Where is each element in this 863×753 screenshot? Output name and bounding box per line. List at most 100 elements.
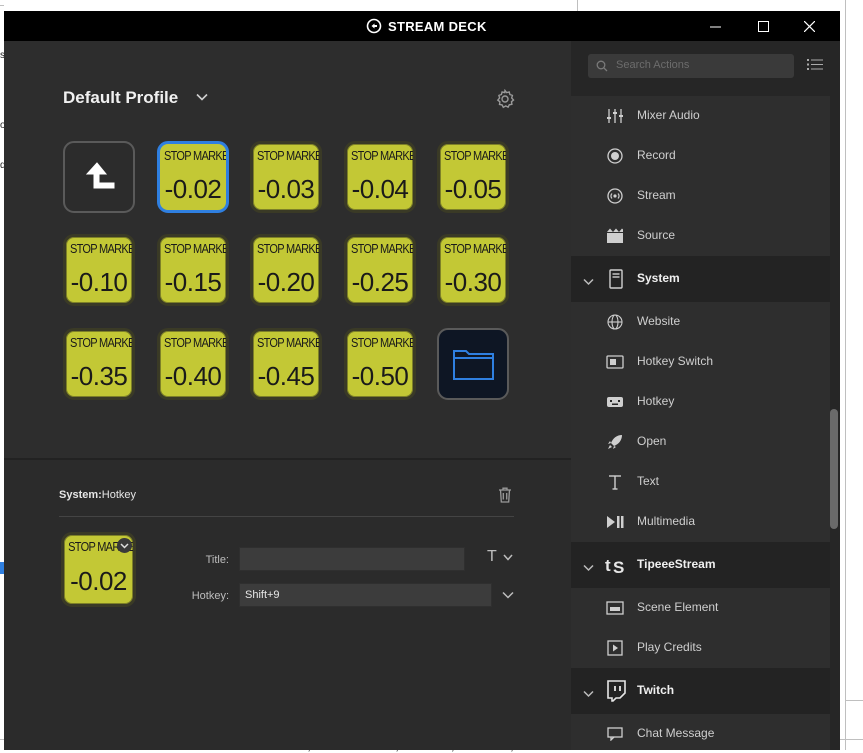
stream-deck-window: STREAM DECK Default Profile STOP MARKET -… — [4, 11, 840, 750]
key-label: STOP MARKET — [68, 540, 136, 554]
category-label: System — [637, 271, 680, 285]
action-key[interactable]: STOP MARKET -0.40 — [157, 328, 229, 400]
action-label: Scene Element — [637, 600, 719, 614]
key-label: STOP MARKET — [256, 242, 322, 256]
sidebar-scrollbar[interactable] — [830, 409, 838, 529]
action-key[interactable]: STOP MARKET -0.35 — [63, 328, 135, 400]
hotkey-switch-icon — [606, 353, 624, 371]
source-icon — [606, 227, 624, 245]
folder-key[interactable] — [437, 328, 509, 400]
key-label: STOP MARKET — [256, 149, 322, 163]
chevron-down-icon — [583, 559, 594, 577]
actions-list: Mixer Audio Record Stream Source System Websi… — [571, 96, 830, 750]
gear-icon[interactable] — [495, 89, 515, 109]
search-input[interactable]: Search Actions — [588, 54, 794, 78]
close-button[interactable] — [786, 11, 832, 41]
action-key[interactable]: STOP MARKET -0.04 — [344, 141, 416, 213]
back-arrow-icon — [85, 162, 115, 189]
action-label: Hotkey Switch — [637, 354, 714, 368]
svg-text:t: t — [605, 556, 611, 575]
category-system[interactable]: System — [571, 256, 830, 302]
play-credits-icon — [606, 639, 624, 657]
action-item-record[interactable]: Record — [571, 136, 830, 176]
key-label: STOP MARKET — [350, 336, 416, 350]
action-item-mixer-audio[interactable]: Mixer Audio — [571, 96, 830, 136]
title-input[interactable] — [239, 547, 465, 571]
key-label: STOP MARKET — [350, 242, 416, 256]
background-letter: s — [0, 50, 5, 61]
action-item-multimedia[interactable]: Multimedia — [571, 502, 830, 542]
rocket-icon — [606, 433, 624, 451]
key-value: -0.05 — [444, 174, 502, 204]
hotkey-input[interactable]: Shift+9 — [239, 583, 492, 607]
chevron-down-icon[interactable] — [502, 591, 514, 599]
action-label: Play Credits — [637, 640, 702, 654]
action-item-stream[interactable]: Stream — [571, 176, 830, 216]
action-label: Hotkey — [637, 394, 675, 408]
key-value: -0.40 — [164, 361, 222, 391]
action-label: Multimedia — [637, 514, 696, 528]
action-item-website[interactable]: Website — [571, 302, 830, 342]
svg-text:S: S — [613, 558, 624, 576]
action-item-scene-element[interactable]: Scene Element — [571, 588, 830, 628]
key-label: STOP MARKET — [443, 149, 509, 163]
action-label: Mixer Audio — [637, 108, 700, 122]
action-label: Open — [637, 434, 667, 448]
category-tipeeestream[interactable]: t S TipeeeStream — [571, 542, 830, 588]
key-label: STOP MARKET — [163, 149, 229, 163]
actions-sidebar: Search Actions Mixer Audio Record Stream So… — [571, 41, 840, 750]
text-format-icon: T — [487, 548, 497, 565]
action-key[interactable]: STOP MARKET -0.20 — [250, 234, 322, 306]
action-item-hotkey-switch[interactable]: Hotkey Switch — [571, 342, 830, 382]
property-inspector: System:Hotkey STOP MARKET -0.02 — [4, 460, 571, 750]
action-key[interactable]: STOP MARKET -0.03 — [250, 141, 322, 213]
chevron-down-icon — [583, 273, 594, 291]
action-label: Source — [637, 228, 676, 242]
background-letter: d — [0, 160, 6, 171]
action-item-text[interactable]: Text — [571, 462, 830, 502]
key-value: -0.02 — [70, 566, 127, 596]
key-value: -0.15 — [164, 267, 222, 297]
action-item-open[interactable]: Open — [571, 422, 830, 462]
action-label: Record — [637, 148, 676, 162]
maximize-button[interactable] — [740, 11, 786, 41]
action-item-hotkey[interactable]: Hotkey — [571, 382, 830, 422]
action-item-play-credits[interactable]: Play Credits — [571, 628, 830, 668]
property-action: Hotkey — [101, 489, 137, 501]
action-label: Chat Message — [637, 726, 715, 740]
scene-element-icon — [606, 599, 624, 617]
chevron-down-icon — [503, 554, 513, 561]
back-key[interactable] — [63, 141, 135, 213]
action-label: Text — [637, 474, 660, 488]
search-icon — [596, 60, 608, 72]
chevron-down-icon[interactable] — [196, 93, 208, 101]
action-key[interactable]: STOP MARKET -0.45 — [250, 328, 322, 400]
key-value: -0.35 — [70, 361, 128, 391]
globe-icon — [606, 313, 624, 331]
action-key[interactable]: STOP MARKET -0.02 — [157, 141, 229, 213]
action-key[interactable]: STOP MARKET -0.15 — [157, 234, 229, 306]
key-value: -0.02 — [164, 174, 222, 204]
action-key[interactable]: STOP MARKET -0.05 — [437, 141, 509, 213]
action-key[interactable]: STOP MARKET -0.30 — [437, 234, 509, 306]
action-item-chat-message[interactable]: Chat Message — [571, 714, 830, 750]
title-type-button[interactable]: T — [485, 548, 515, 568]
category-twitch[interactable]: Twitch — [571, 668, 830, 714]
profile-selector[interactable]: Default Profile — [63, 88, 179, 107]
title-bar: STREAM DECK — [4, 11, 840, 41]
key-value: -0.03 — [257, 174, 315, 204]
action-label: Stream — [637, 188, 676, 202]
state-dropdown-icon[interactable] — [116, 537, 133, 554]
action-label: Website — [637, 314, 681, 328]
action-item-source[interactable]: Source — [571, 216, 830, 256]
trash-icon[interactable] — [498, 487, 512, 503]
list-view-icon[interactable] — [807, 58, 823, 71]
key-value: -0.25 — [351, 267, 409, 297]
selected-key-preview[interactable]: STOP MARKET -0.02 — [61, 532, 136, 607]
hotkey-label: Hotkey: — [191, 590, 229, 602]
action-key[interactable]: STOP MARKET -0.50 — [344, 328, 416, 400]
key-label: STOP MARKET — [69, 336, 135, 350]
action-key[interactable]: STOP MARKET -0.25 — [344, 234, 416, 306]
action-key[interactable]: STOP MARKET -0.10 — [63, 234, 135, 306]
minimize-button[interactable] — [692, 11, 738, 41]
